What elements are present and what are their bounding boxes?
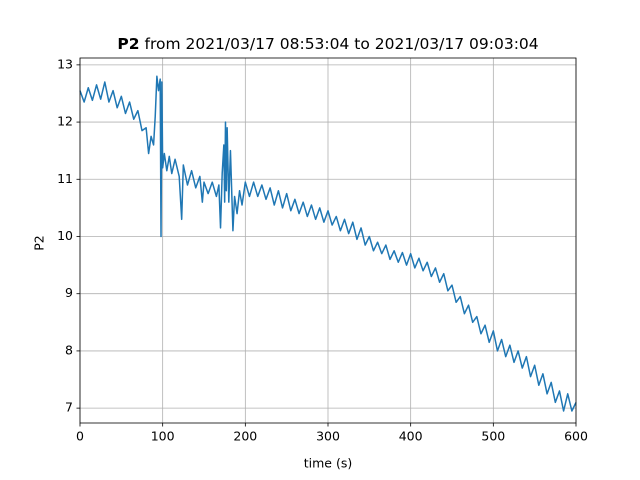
y-tick-label: 8 [65,342,73,357]
x-tick-label: 600 [564,429,588,444]
x-axis-label: time (s) [304,456,352,471]
x-tick-label: 0 [76,429,84,444]
x-tick-label: 300 [316,429,340,444]
y-tick-label: 12 [57,114,73,129]
title-rest: from 2021/03/17 08:53:04 to 2021/03/17 0… [144,35,538,53]
y-tick-label: 10 [57,228,73,243]
x-tick-label: 100 [151,429,175,444]
y-axis-label: P2 [32,235,47,251]
y-tick-label: 7 [65,400,73,415]
x-tick-label: 400 [399,429,423,444]
chart-title: P2 from 2021/03/17 08:53:04 to 2021/03/17… [117,35,538,53]
x-tick-label: 500 [481,429,505,444]
y-tick-label: 13 [57,56,73,71]
plot-frame [79,57,577,424]
data-line [79,75,577,412]
x-tick-label: 200 [233,429,257,444]
y-tick-label: 11 [57,171,73,186]
y-tick-label: 9 [65,285,73,300]
title-bold: P2 [117,35,139,53]
